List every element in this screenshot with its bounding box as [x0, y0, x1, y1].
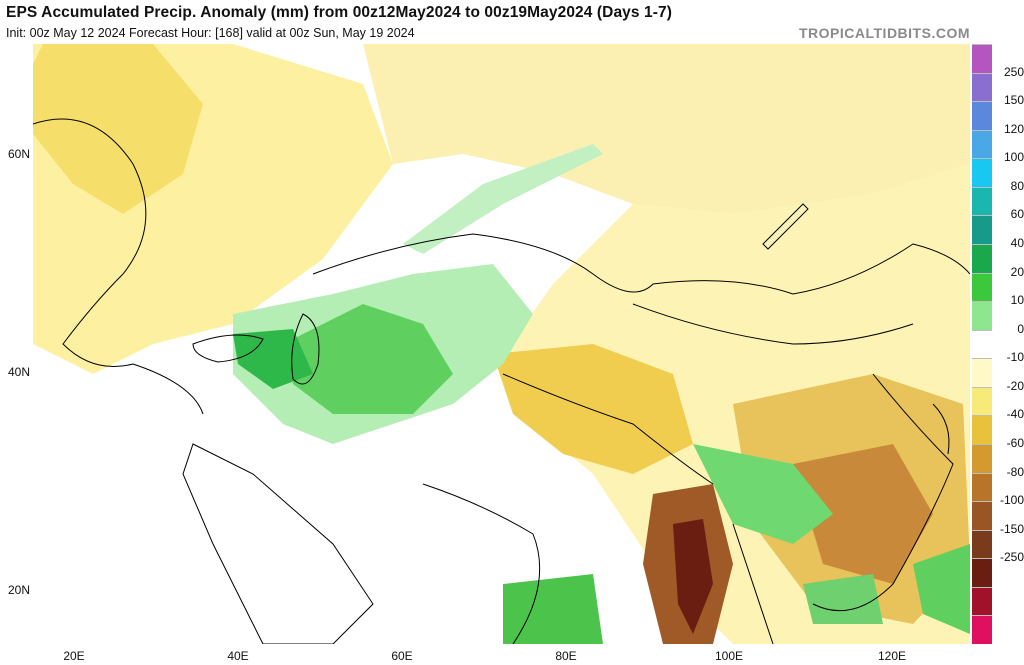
anomaly-drier-tibet — [493, 344, 693, 474]
lon-label: 20E — [63, 649, 85, 663]
lon-label: 100E — [714, 649, 744, 663]
colorbar-segment — [972, 386, 992, 416]
anomaly-wet-burma-border — [693, 444, 833, 544]
anomaly-wet-south-china-sea — [803, 574, 883, 624]
anomaly-dry-siberia — [363, 44, 970, 214]
map-subtitle: Init: 00z May 12 2024 Forecast Hour: [16… — [6, 26, 415, 40]
china-coastline — [812, 373, 954, 612]
colorbar-label: 250 — [1003, 64, 1024, 79]
lat-label: 20N — [7, 583, 30, 597]
colorbar-label: -20 — [1006, 378, 1024, 393]
colorbar-segment — [972, 329, 992, 359]
india-outline — [422, 483, 541, 644]
colorbar-label: -80 — [1006, 464, 1024, 479]
colorbar-segment — [972, 415, 992, 444]
anomaly-drier-scandinavia — [33, 44, 203, 214]
anomaly-wet-philippines — [913, 544, 970, 634]
colorbar-segment — [972, 358, 992, 387]
colorbar-segment — [972, 444, 992, 473]
central-asia-border — [312, 233, 970, 295]
colorbar-segment — [972, 501, 992, 530]
lake-baikal-outline — [762, 203, 809, 250]
coastlines — [33, 118, 970, 644]
black-sea-outline — [192, 334, 264, 363]
indochina-outline — [732, 523, 774, 644]
lon-label: 60E — [391, 649, 413, 663]
colorbar-label: 10 — [1010, 293, 1024, 308]
colorbar-segment — [972, 615, 992, 644]
lon-label: 40E — [227, 649, 249, 663]
lon-label: 120E — [877, 649, 907, 663]
lat-label: 60N — [7, 147, 30, 161]
mongolia-border — [632, 303, 914, 345]
colorbar-label: -150 — [999, 521, 1024, 536]
lat-label: 40N — [7, 365, 30, 379]
colorbar-label: 40 — [1010, 236, 1024, 250]
colorbar-segment — [972, 44, 992, 73]
anomaly-extreme-dry-myanmar — [673, 519, 713, 634]
colorbar-segment — [972, 244, 992, 273]
colorbar-segment — [972, 301, 992, 330]
map-title: EPS Accumulated Precip. Anomaly (mm) fro… — [6, 4, 672, 21]
colorbar-label: -100 — [999, 493, 1024, 508]
colorbar-segment — [972, 529, 992, 559]
colorbar-label: 60 — [1010, 207, 1024, 222]
colorbar-segment — [972, 586, 992, 616]
colorbar-segment — [972, 158, 992, 187]
colorbar-label: 150 — [1003, 93, 1024, 108]
colorbar-segment — [972, 558, 992, 587]
colorbar-segment — [972, 472, 992, 502]
anomaly-wet-streak-russia — [403, 144, 603, 254]
europe-coastline — [33, 118, 204, 415]
anomaly-wet-india — [503, 574, 603, 644]
colorbar-label: -10 — [1006, 350, 1024, 365]
colorbar-label: 120 — [1003, 121, 1024, 136]
colorbar-label: 0 — [1017, 321, 1024, 336]
colorbar-label: -250 — [999, 550, 1024, 565]
anomaly-very-dry-china — [793, 444, 933, 584]
colorbar-label: -40 — [1006, 407, 1024, 422]
colorbar-segment — [972, 72, 992, 102]
arabian-peninsula-outline — [182, 443, 374, 644]
colorbar-label: 20 — [1010, 264, 1024, 279]
colorbar — [972, 44, 992, 644]
himalaya-border — [502, 373, 714, 485]
colorbar-segment — [972, 215, 992, 244]
lon-label: 80E — [555, 649, 577, 663]
colorbar-segment — [972, 129, 992, 159]
colorbar-label: -60 — [1006, 436, 1024, 450]
colorbar-label: 100 — [1003, 150, 1024, 165]
colorbar-segment — [972, 186, 992, 216]
korea-outline — [932, 403, 950, 455]
colorbar-segment — [972, 101, 992, 130]
caspian-sea-outline — [291, 313, 320, 385]
colorbar-label: 80 — [1010, 178, 1024, 193]
anomaly-wetter-central-asia — [283, 304, 453, 414]
precip-anomaly-map — [33, 44, 970, 644]
colorbar-segment — [972, 272, 992, 302]
brand-watermark: TROPICALTIDBITS.COM — [798, 25, 970, 41]
